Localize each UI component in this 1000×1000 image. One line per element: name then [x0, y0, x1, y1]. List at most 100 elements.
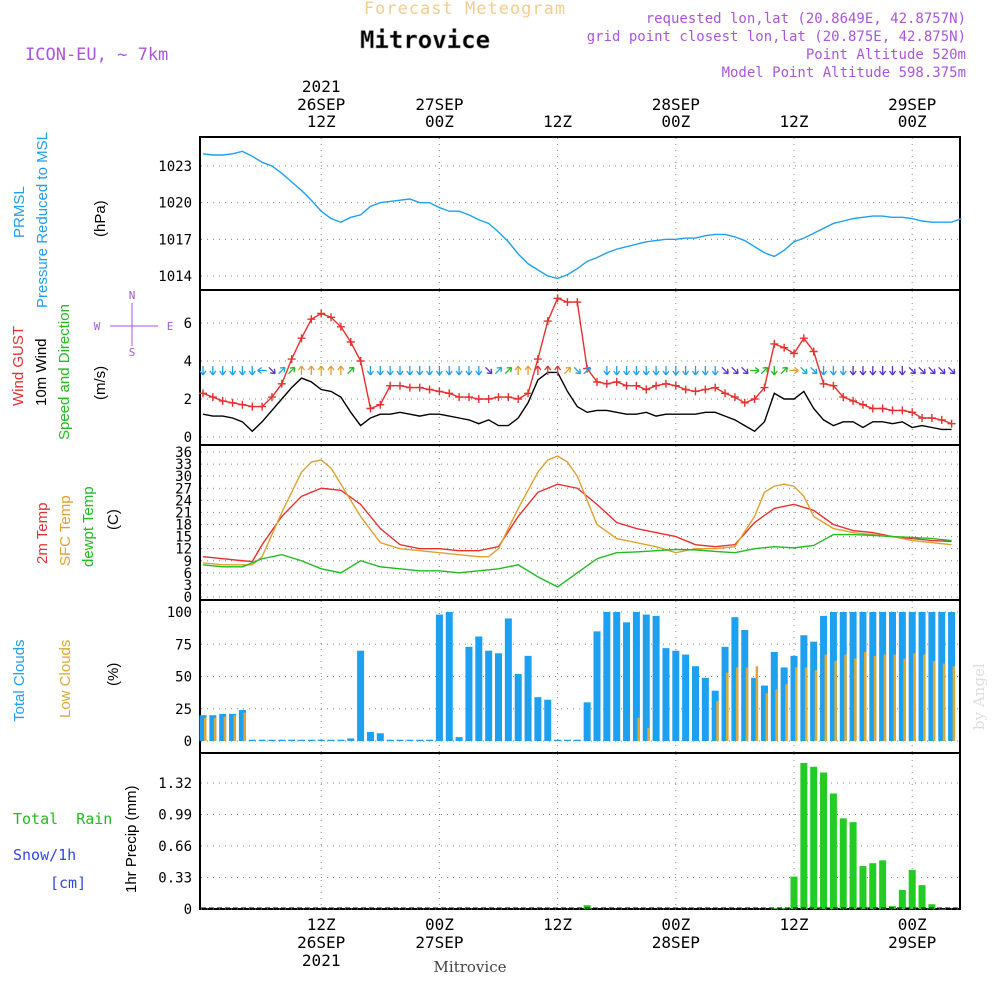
gust-marker: [563, 298, 572, 307]
gust-marker: [868, 404, 877, 413]
gust-marker: [494, 393, 503, 402]
low-cloud-bar: [213, 717, 217, 741]
total-cloud-bar: [307, 739, 315, 741]
gust-marker: [396, 381, 404, 390]
label-snow: Snow/1h: [13, 846, 76, 864]
total-cloud-bar: [504, 618, 512, 741]
top-axis-label: 00Z: [898, 112, 927, 131]
wind-arrow: [268, 366, 276, 375]
total-cloud-bar: [711, 690, 719, 741]
gust-marker: [474, 395, 483, 403]
y-tick-label: 1014: [158, 269, 192, 285]
total-cloud-bar: [317, 739, 325, 741]
label-c: (C): [105, 509, 122, 530]
wind-arrow: [780, 366, 788, 375]
y-tick-label: 0: [184, 734, 192, 750]
precip-bar: [820, 772, 828, 909]
wind-arrow: [297, 365, 306, 375]
total-cloud-bar: [918, 612, 926, 741]
wind-arrow: [632, 366, 640, 376]
top-axis-label: 2021: [302, 77, 341, 96]
total-cloud-bar: [238, 710, 246, 741]
wind-arrow: [327, 365, 335, 375]
total-cloud-bar: [544, 699, 552, 741]
label-cm: [cm]: [50, 874, 86, 892]
gust-marker: [366, 404, 375, 413]
wind-arrow: [406, 366, 414, 376]
total-cloud-bar: [337, 739, 345, 741]
y-tick-label: 9: [184, 554, 192, 570]
gust-marker: [553, 294, 562, 303]
y-tick-label: 6: [184, 566, 192, 582]
precip-bar: [770, 908, 778, 909]
low-cloud-bar: [913, 653, 916, 741]
wind-arrow: [376, 366, 384, 376]
total-cloud-bar: [741, 630, 749, 741]
low-cloud-bar: [844, 654, 847, 741]
y-tick-label: 15: [175, 530, 192, 546]
bottom-axis-label: 28SEP: [652, 933, 700, 952]
total-cloud-bar: [613, 612, 621, 741]
precip-bar: [780, 908, 788, 909]
wind-arrow: [544, 365, 552, 375]
gust-marker: [484, 395, 493, 403]
label-prmsl-desc: Pressure Reduced to MSL: [34, 132, 51, 308]
wind-arrow: [199, 366, 207, 376]
label-low-clouds: Low Clouds: [57, 640, 74, 718]
total-cloud-bar: [514, 673, 522, 741]
gust-marker: [356, 357, 365, 365]
gust-marker: [228, 398, 237, 407]
precip-labels: 1hr Precip (mm) Total Rain Snow/1h [cm]: [13, 785, 140, 893]
y-tick-label: 1020: [158, 196, 192, 212]
total-cloud-bar: [298, 739, 305, 741]
total-cloud-bar: [721, 646, 729, 741]
low-cloud-bar: [243, 712, 246, 741]
wind-arrow: [682, 366, 690, 376]
y-tick-label: 1.32: [158, 776, 192, 792]
bottom-axis-label: 00Z: [425, 915, 454, 934]
wind-arrow: [337, 365, 345, 375]
y-tick-label: 30: [175, 469, 192, 485]
precip-bar: [928, 904, 936, 909]
total-cloud-bar: [455, 737, 463, 741]
bottom-axis-label: 00Z: [661, 915, 690, 934]
gust-marker: [632, 381, 641, 390]
bottom-axis-label: 12Z: [780, 915, 809, 934]
gust-marker: [642, 385, 651, 394]
total-cloud-bar: [760, 685, 768, 741]
compass-w: W: [94, 320, 101, 333]
model-label: ICON-EU, ~ 7km: [25, 45, 168, 65]
gust-marker: [691, 387, 700, 396]
wind-arrow: [947, 366, 956, 375]
wind-arrow: [613, 366, 621, 376]
gust-marker: [701, 385, 710, 394]
total-cloud-bar: [229, 713, 237, 741]
gust-marker: [336, 322, 345, 331]
precip-bar: [938, 909, 946, 910]
series-line-prmsl: [202, 150, 962, 280]
gust-marker: [740, 398, 749, 407]
gust-marker: [455, 393, 464, 402]
total-cloud-bar: [928, 612, 936, 741]
wind-arrow: [514, 365, 522, 375]
wind-arrow: [455, 366, 463, 376]
wind-arrow: [504, 366, 513, 375]
total-cloud-bar: [820, 615, 828, 741]
y-tick-label: 1017: [158, 232, 192, 248]
compass-n: N: [129, 289, 136, 302]
wind-arrow: [859, 366, 867, 376]
total-cloud-bar: [623, 622, 631, 741]
y-tick-label: 27: [175, 481, 192, 497]
wind-arrow: [229, 366, 237, 376]
wind-arrow: [938, 366, 946, 375]
wind-arrow: [770, 366, 778, 376]
wind-arrow: [248, 366, 256, 376]
precip-bar: [849, 822, 857, 909]
wind-arrow: [386, 366, 394, 376]
wind-arrow: [288, 366, 296, 375]
y-tick-label: 12: [175, 542, 192, 558]
pressure-labels: PRMSL Pressure Reduced to MSL (hPa): [11, 132, 109, 308]
gust-marker: [671, 381, 680, 390]
wind-arrow: [731, 366, 739, 375]
